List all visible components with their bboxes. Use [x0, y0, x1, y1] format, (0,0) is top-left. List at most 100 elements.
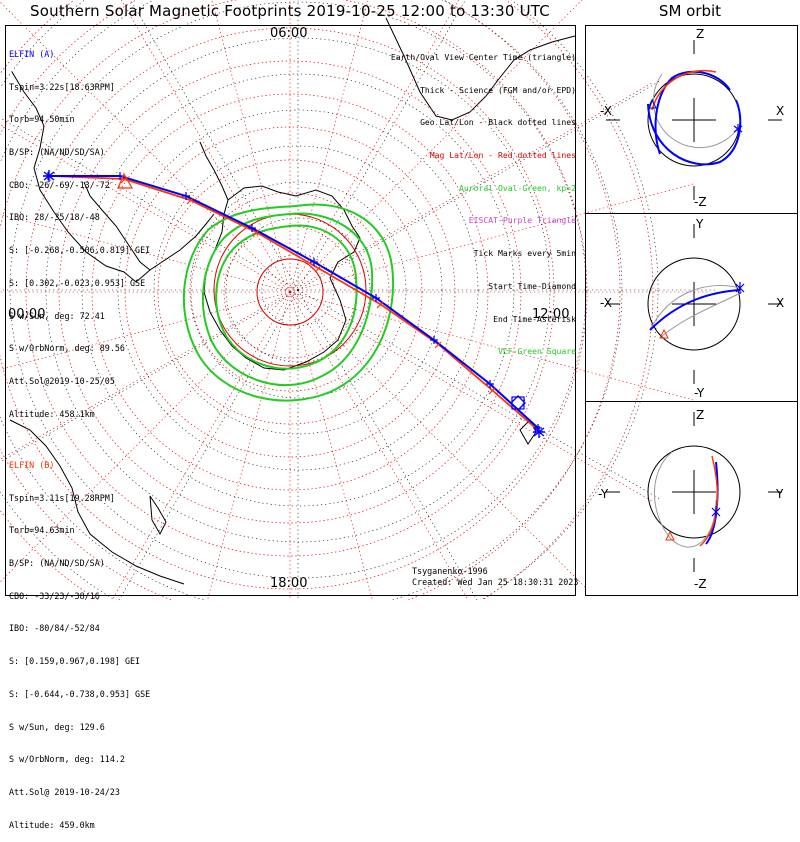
- elfin-a-tick-mark: [310, 258, 318, 266]
- elfin-b-view-triangle: [117, 172, 134, 189]
- orbit-earth-circle-2: [647, 257, 741, 351]
- model-credit: Tsyganenko-1996: [412, 566, 488, 576]
- orbit-track: [654, 451, 717, 548]
- elfin-a-end-asterisk: [533, 426, 545, 438]
- orbit-panel-title: SM orbit: [658, 2, 722, 20]
- elfin-a-tick-mark: [372, 294, 380, 302]
- orbit-3-label-top: Z: [696, 408, 705, 422]
- legend-item: Mag Lat/Lon - Red dotted lines: [429, 149, 576, 160]
- elfin-b-name: ELFIN (B): [9, 459, 55, 470]
- orbit-1-label-left: -X: [600, 104, 612, 118]
- elfin-a-line: Altitude: 458.1km: [9, 408, 95, 419]
- orbit-track: [651, 69, 717, 111]
- legend-item: VLF-Green Square: [498, 346, 576, 357]
- elfin-b-footprint-track: [51, 175, 539, 431]
- elfin-b-line: S w/OrbNorm, deg: 114.2: [9, 754, 125, 765]
- footprint-chart: [0, 0, 798, 600]
- elfin-b-tick-mark: [314, 265, 322, 273]
- elfin-b-line: S: [-0.644,-0.738,0.953] GSE: [9, 688, 151, 699]
- legend-item: Geo Lat/Lon - Black dotted lines: [420, 117, 576, 128]
- elfin-a-line: S w/Sun, deg: 72.41: [9, 310, 105, 321]
- orbit-1-label-top: Z: [696, 27, 705, 41]
- orbit-earth-circle-3: [647, 445, 741, 539]
- mag-latitude-circle: [58, 60, 522, 524]
- polar-map: [0, 0, 718, 600]
- elfin-b-line: CBO: -33/23/-38/16: [9, 590, 100, 601]
- elfin-a-start-square: [511, 396, 525, 410]
- legend-item: Thick - Science (FGM and/or EPD): [420, 84, 576, 95]
- elfin-a-tick-mark: [486, 380, 494, 388]
- elfin-a-line: Torb=94.50min: [9, 114, 75, 125]
- mag-latitude-circle: [0, 0, 654, 600]
- clock-label-bottom: 18:00: [270, 576, 308, 591]
- clock-label-top: 06:00: [270, 26, 308, 41]
- geo-meridian-line: [118, 289, 299, 600]
- geo-latitude-circle: [81, 73, 515, 507]
- orbit-1-label-bottom: -Z: [694, 195, 707, 209]
- elfin-a-line: Att.Sol@2019-10-25/05: [9, 376, 115, 386]
- geo-meridian-line: [297, 289, 478, 600]
- orbit-2-label-top: Y: [696, 217, 704, 231]
- orbit-track: [652, 73, 739, 149]
- created-timestamp: Created: Wed Jan 25 18:30:31 2023: [412, 577, 579, 587]
- clock-label-right: 12:00: [532, 307, 570, 322]
- geo-meridian-line: [0, 289, 299, 463]
- clock-label-left: 00:00: [8, 307, 46, 322]
- legend-item: Auroral Oval-Green, kp=2: [459, 182, 576, 193]
- south-america-west: [83, 181, 151, 271]
- elfin-b-tick-mark: [488, 387, 496, 395]
- geo-meridian-line: [297, 0, 466, 291]
- auroral-oval-outer: [182, 203, 395, 402]
- geo-latitude-circle: [0, 0, 659, 600]
- mag-meridian-line: [207, 291, 291, 600]
- legend-item: EISCAT-Purple Triangle: [468, 215, 576, 226]
- orbit-track: [661, 291, 743, 337]
- elfin-b-line: Altitude: 459.0km: [9, 819, 95, 830]
- geo-latitude-circle: [117, 109, 479, 471]
- orbit-frame-yz: [585, 401, 798, 596]
- auroral-oval-inner: [201, 212, 374, 387]
- elfin-b-tick-mark: [376, 301, 384, 309]
- elfin-b-tick-mark: [434, 341, 442, 349]
- elfin-b-tick-mark: [186, 197, 194, 205]
- elfin-a-start-asterisk: [43, 170, 55, 182]
- elfin-a-start-diamond: [510, 395, 526, 411]
- orbit-1-label-right: X: [776, 104, 785, 118]
- geo-latitude-circle: [9, 1, 587, 579]
- elfin-a-line: B/SP: (NA/ND/SD/SA): [9, 146, 105, 157]
- orbit-3-label-bottom: -Z: [694, 577, 707, 591]
- legend: Earth/Oval View Center Time (triangle) T…: [391, 30, 576, 368]
- new-zealand-outline: [149, 495, 167, 536]
- legend-item: Tick Marks every 5min: [473, 248, 576, 259]
- orbit-plots: [606, 40, 782, 572]
- elfin-a-name: ELFIN (A): [9, 48, 55, 59]
- legend-item: Start Time-Diamond: [488, 280, 576, 291]
- orbit-3-label-right: Y: [776, 487, 784, 501]
- elfin-b-line: IBO: -80/84/-52/84: [9, 623, 100, 634]
- elfin-a-tick-mark: [430, 336, 438, 344]
- orbit-view-triangle: [665, 530, 675, 541]
- elfin-a-info: ELFIN (A) Tspin=3.22s[18.63RPM] Torb=94.…: [9, 27, 150, 431]
- elfin-b-info: ELFIN (B) Tspin=3.11s[19.28RPM] Torb=94.…: [9, 438, 150, 842]
- auroral-oval-middle: [215, 224, 358, 370]
- mag-reference-circle: [213, 213, 367, 367]
- legend-item: Earth/Oval View Center Time (triangle): [390, 51, 576, 62]
- elfin-a-line: S w/OrbNorm, deg: 89.56: [9, 343, 125, 354]
- elfin-a-line: S: [-0.268,-0.506,0.819] GEI: [9, 245, 151, 256]
- elfin-b-line: B/SP: (NA/ND/SD/SA): [9, 557, 105, 568]
- map-frame: [5, 25, 576, 596]
- elfin-b-line: Tspin=3.11s[19.28RPM]: [9, 492, 115, 503]
- geo-latitude-circle: [189, 181, 407, 399]
- mag-meridian-line: [211, 0, 291, 293]
- orbit-view-triangle: [659, 328, 669, 339]
- elfin-b-line: S w/Sun, deg: 129.6: [9, 721, 105, 732]
- orbit-track: [649, 289, 741, 331]
- mag-latitude-circle: [91, 93, 489, 491]
- mag-meridian-line: [289, 0, 369, 293]
- orbit-track: [654, 70, 731, 155]
- elfin-a-line: S: [0.302,-0.023,0.953] GSE: [9, 277, 146, 288]
- orbit-end-asterisk: [733, 124, 743, 134]
- orbit-2-label-left: -X: [600, 296, 612, 310]
- orbit-track: [649, 284, 741, 331]
- antarctic-peninsula: [199, 141, 229, 201]
